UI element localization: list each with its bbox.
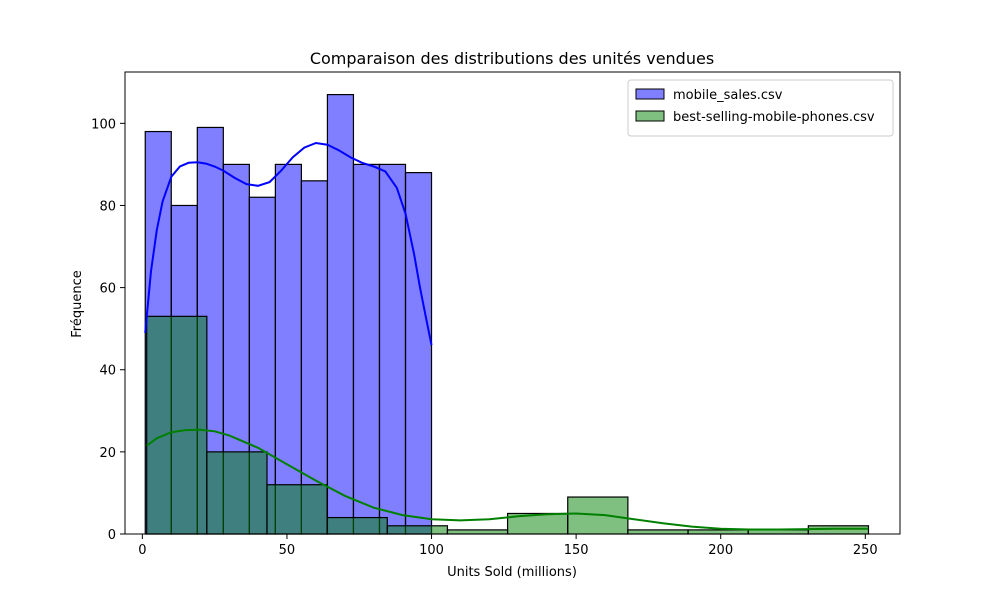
bar-series-0-bin-8: [352, 163, 381, 535]
y-tick-label-1: 20: [99, 446, 116, 461]
bar-series-1-bin-9: [687, 529, 749, 535]
x-tick-label-3: 150: [564, 543, 589, 558]
y-tick-label-3: 60: [99, 282, 116, 297]
legend-box: [627, 79, 894, 137]
kde-curve-series-0: [144, 141, 433, 346]
x-axis-label: Units Sold (millions): [447, 565, 577, 580]
legend-label-0: mobile_sales.csv: [673, 88, 783, 103]
bar-series-1-bin-5: [446, 529, 509, 535]
y-tick-label-0: 0: [108, 528, 116, 543]
bar-series-1-bin-2: [266, 484, 328, 535]
bar-series-1-bin-3: [326, 516, 388, 535]
x-tick-label-1: 50: [279, 543, 296, 558]
chart-title: Comparaison des distributions des unités…: [310, 49, 714, 68]
bar-series-1-bin-10: [747, 529, 809, 535]
legend-swatch-0: [635, 88, 665, 100]
x-tick-label-5: 250: [853, 543, 878, 558]
y-axis-label: Fréquence: [70, 270, 85, 337]
legend-label-1: best-selling-mobile-phones.csv: [673, 110, 875, 125]
legend-swatch-1: [635, 110, 665, 122]
x-tick-label-2: 100: [419, 543, 444, 558]
bar-series-0-bin-5: [274, 163, 302, 535]
bar-series-0-bin-7: [326, 93, 355, 535]
plot-frame: [124, 71, 901, 535]
bar-series-1-bin-8: [627, 529, 689, 535]
legend: mobile_sales.csv best-selling-mobile-phon…: [627, 79, 894, 137]
kde-curve-series-1: [146, 428, 869, 531]
bar-series-0-bin-6: [300, 180, 329, 535]
bar-series-1-bin-0: [146, 315, 208, 535]
bar-series-1-bin-4: [386, 525, 449, 535]
x-tick-label-0: 0: [138, 543, 146, 558]
y-tick-label-2: 40: [99, 364, 116, 379]
bar-series-1-bin-1: [206, 451, 268, 535]
y-tick-label-5: 100: [91, 117, 116, 132]
bar-series-0-bin-10: [404, 172, 433, 535]
bar-series-0-bin-9: [378, 163, 407, 535]
x-tick-label-4: 200: [708, 543, 733, 558]
y-tick-label-4: 80: [99, 199, 116, 214]
